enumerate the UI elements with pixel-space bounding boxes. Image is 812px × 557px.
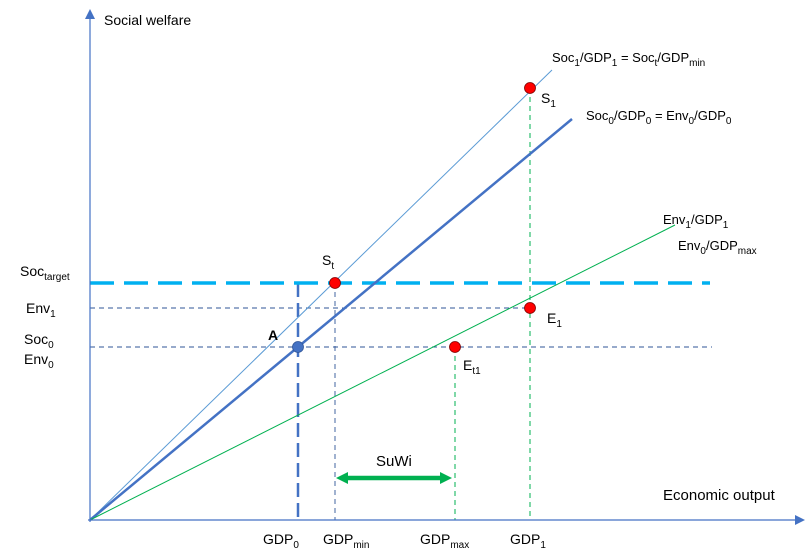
suwi-label: SuWi (376, 453, 412, 470)
gdp0-label: GDP0 (263, 531, 299, 551)
gdp1-label: GDP1 (510, 531, 546, 551)
point-s1 (524, 82, 536, 94)
s1-label: S1 (541, 90, 556, 110)
green-line-label-1: Env1/GDP1 (663, 212, 729, 231)
point-st (329, 277, 341, 289)
env1-label: Env1 (26, 300, 56, 320)
soc0-label: Soc0 (24, 331, 54, 351)
y-axis-title: Social welfare (104, 12, 191, 28)
a-label: A (268, 327, 278, 343)
thin-blue-ray (89, 69, 553, 521)
gdp-min-label: GDPmin (323, 531, 369, 551)
soc-target-label: Soctarget (20, 263, 70, 283)
point-e1 (524, 302, 536, 314)
e1-label: E1 (547, 310, 562, 330)
green-line-label-2: Env0/GDPmax (678, 238, 757, 257)
thin-line-label: Soc1/GDP1 = Soct/GDPmin (552, 50, 705, 69)
point-a (292, 341, 304, 353)
green-ray (89, 224, 676, 521)
point-et1 (449, 341, 461, 353)
env0-label: Env0 (24, 351, 54, 371)
x-axis-title: Economic output (663, 487, 776, 504)
thick-line-label: Soc0/GDP0 = Env0/GDP0 (586, 108, 732, 127)
st-label: St (322, 252, 334, 272)
thick-blue-ray (89, 118, 573, 521)
gdp-max-label: GDPmax (420, 531, 469, 551)
et1-label: Et1 (463, 357, 481, 377)
